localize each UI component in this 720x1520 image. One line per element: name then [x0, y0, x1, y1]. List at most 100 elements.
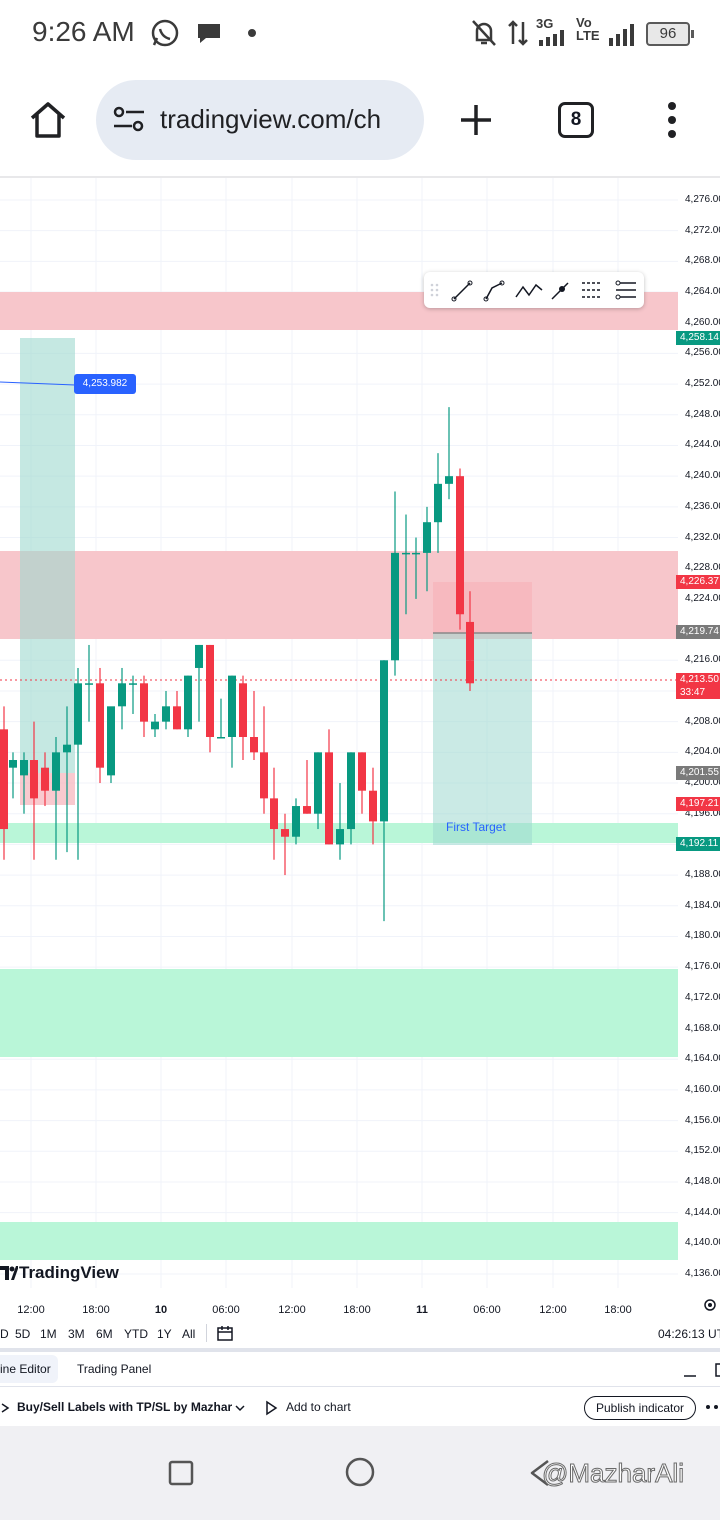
- badge-level-4219: 4,219.74: [676, 625, 720, 639]
- more-options-icon[interactable]: [704, 1402, 720, 1412]
- url-text[interactable]: tradingview.com/ch: [160, 104, 382, 134]
- time-axis-tick: 06:00: [473, 1304, 501, 1316]
- candle-bullish: [107, 706, 115, 776]
- price-axis-tick: 4,252.00: [685, 378, 720, 390]
- android-nav-bar: [0, 1426, 720, 1520]
- settings-gear-icon[interactable]: [702, 1297, 718, 1313]
- tab-trading-panel[interactable]: Trading Panel: [77, 1362, 152, 1376]
- candle-bearish: [96, 683, 104, 768]
- time-axis-tick: 12:00: [539, 1304, 567, 1316]
- price-axis-tick: 4,272.00: [685, 224, 720, 236]
- address-bar[interactable]: [96, 80, 424, 160]
- candle-bearish: [41, 767, 49, 791]
- candle-bullish: [52, 752, 60, 791]
- zigzag-tool-icon: [515, 283, 543, 298]
- site-settings-icon[interactable]: [112, 104, 146, 134]
- badge-last-price: 4,213.50: [676, 673, 720, 686]
- badge-level-4197: 4,197.21: [676, 797, 720, 811]
- ray-tool-icon: [551, 282, 569, 300]
- candle-bullish: [63, 744, 71, 753]
- add-to-chart-button[interactable]: Add to chart: [286, 1400, 351, 1414]
- price-axis-tick: 4,152.00: [685, 1145, 720, 1157]
- price-axis-tick: 4,136.00: [685, 1268, 720, 1279]
- price-axis-tick: 4,176.00: [685, 961, 720, 973]
- time-axis-tick: 18:00: [604, 1304, 632, 1316]
- new-tab-icon[interactable]: [458, 102, 494, 138]
- range-button-3m[interactable]: 3M: [68, 1327, 85, 1341]
- play-icon[interactable]: [264, 1400, 278, 1416]
- path-tool-icon: [483, 280, 505, 302]
- drawing-toolbar[interactable]: [424, 272, 644, 308]
- badge-level-4201: 4,201.55: [676, 766, 720, 780]
- price-axis-tick: 4,256.00: [685, 347, 720, 359]
- tab-switcher-button[interactable]: 8: [558, 102, 594, 138]
- price-axis-tick: 4,228.00: [685, 562, 720, 574]
- range-button-ytd[interactable]: YTD: [124, 1327, 148, 1341]
- indicator-name[interactable]: Buy/Sell Labels with TP/SL by Mazhar: [17, 1400, 233, 1414]
- candle-bearish: [0, 729, 8, 830]
- price-axis-tick: 4,224.00: [685, 592, 720, 604]
- candle-bullish: [20, 760, 28, 776]
- candle-bullish: [184, 675, 192, 730]
- range-button-1y[interactable]: 1Y: [157, 1327, 172, 1341]
- range-button-d[interactable]: D: [0, 1327, 9, 1341]
- candle-bearish: [281, 829, 289, 837]
- candle-bullish: [347, 752, 355, 830]
- date-range-bar: [0, 1318, 720, 1352]
- dot-icon: [248, 29, 256, 37]
- home-nav-icon[interactable]: [344, 1456, 376, 1488]
- signal-icon: [539, 30, 564, 46]
- candle-bearish: [303, 806, 311, 814]
- candle-bearish: [140, 683, 148, 722]
- candle-bullish: [336, 829, 344, 845]
- candle-bullish: [380, 660, 388, 822]
- whatsapp-icon: [151, 19, 179, 47]
- range-button-all[interactable]: All: [182, 1327, 196, 1341]
- price-axis-tick: 4,140.00: [685, 1237, 720, 1249]
- bell-off-icon: [472, 20, 496, 46]
- supply-zone-lower: [0, 551, 678, 639]
- candle-bullish: [9, 760, 17, 768]
- badge-level-4258: 4,258.14: [676, 331, 720, 345]
- first-target-label: First Target: [446, 820, 506, 834]
- trading-chart[interactable]: 4,253.982 First Target 4,276.00 4,272.00 4…: [0, 178, 720, 1350]
- calendar-icon[interactable]: [216, 1324, 234, 1342]
- menu-dots-icon[interactable]: [664, 100, 680, 140]
- bottom-panel-tabs: [0, 1352, 720, 1387]
- price-axis-tick: 4,200.00: [685, 777, 720, 789]
- price-axis-tick: 4,216.00: [685, 654, 720, 666]
- chart-canvas[interactable]: [0, 178, 720, 1350]
- range-button-1m[interactable]: 1M: [40, 1327, 57, 1341]
- range-button-6m[interactable]: 6M: [96, 1327, 113, 1341]
- chevron-down-icon[interactable]: [234, 1402, 246, 1414]
- time-axis-tick: 10: [154, 1304, 168, 1316]
- price-axis-tick: 4,276.00: [685, 194, 720, 205]
- price-axis-tick: 4,264.00: [685, 286, 720, 298]
- panel-window-controls[interactable]: [684, 1362, 720, 1380]
- candle-bullish: [434, 483, 442, 523]
- drawing-tools[interactable]: [424, 272, 644, 308]
- watermark-text: @MazharAli: [542, 1458, 685, 1489]
- candle-bearish: [466, 621, 474, 661]
- publish-indicator-button[interactable]: Publish indicator: [584, 1396, 696, 1420]
- time-axis-tick: 12:00: [278, 1304, 306, 1316]
- price-line-label[interactable]: 4,253.982: [74, 374, 136, 394]
- candle-bearish: [260, 752, 268, 799]
- parallel-channel-tool-icon: [615, 280, 636, 300]
- tab-pine-editor[interactable]: ine Editor: [0, 1355, 58, 1383]
- battery-level: 96: [659, 25, 677, 42]
- time-axis-tick: 11: [416, 1304, 428, 1316]
- recent-apps-icon[interactable]: [168, 1460, 194, 1486]
- range-button-5d[interactable]: 5D: [15, 1327, 31, 1341]
- price-axis-tick: 4,156.00: [685, 1114, 720, 1126]
- badge-level-4226: 4,226.37: [676, 575, 720, 589]
- status-time: 9:26 AM: [32, 16, 135, 47]
- fib-retracement-tool-icon: [582, 282, 600, 298]
- back-nav-icon[interactable]: [526, 1458, 554, 1488]
- tradingview-brand: TradingView: [19, 1263, 119, 1282]
- home-icon[interactable]: [28, 100, 68, 140]
- price-axis-tick: 4,240.00: [685, 470, 720, 482]
- candle-bullish: [314, 752, 322, 814]
- candle-bullish: [217, 737, 225, 739]
- candle-bearish: [270, 798, 278, 830]
